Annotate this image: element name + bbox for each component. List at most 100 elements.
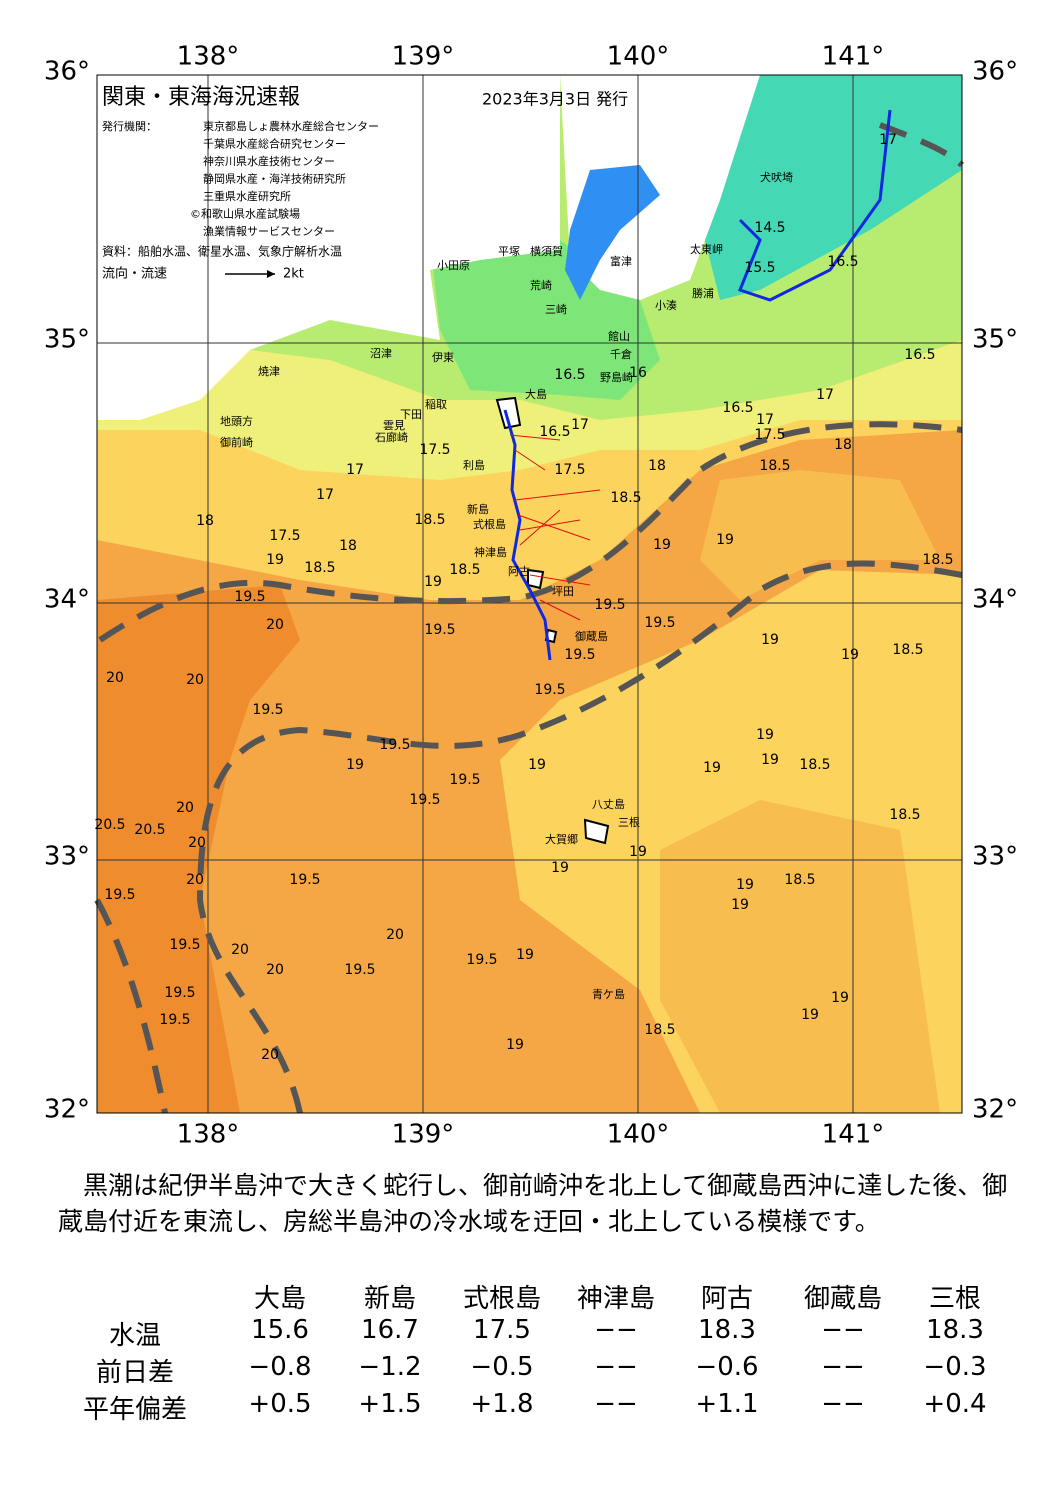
contour-label: 19.5 [594,597,625,613]
issuer: 東京都島しょ農林水産総合センター [203,119,379,133]
zone-20 [97,585,300,1113]
table-cell: 15.6 [251,1315,309,1345]
graticule [97,75,962,1113]
contour-label: 20 [188,835,206,851]
contour-label: 19.5 [164,985,195,1001]
contour-label: 17 [879,132,897,148]
source: 資料：船舶水温、衛星水温、気象庁解析水温 [102,244,342,259]
place-name: 伊東 [432,351,454,364]
table-cell: −− [821,1389,865,1419]
contour-label: 18 [339,538,357,554]
place-name: 野島崎 [600,370,633,384]
contour-label: 17.5 [419,442,450,458]
kuroshio-axis [94,122,964,1114]
table-cell: −− [594,1352,638,1382]
contour-label: 18.5 [414,512,445,528]
contour-label: 19 [424,574,442,590]
place-name: 稲取 [425,398,447,411]
contour-label: 16.5 [554,367,585,383]
contour-label: 18.5 [304,560,335,576]
contour-label: 18 [196,513,214,529]
lat-label: 36° [972,57,1018,87]
table-cell: −− [594,1315,638,1345]
contour-label: 16.5 [539,424,570,440]
place-name: 大島 [525,387,547,401]
row-label: 前日差 [95,1358,174,1388]
place-name: 太東岬 [690,243,723,256]
tokyo-bay [565,165,660,300]
table-cell: −0.6 [695,1352,759,1382]
contour-label: 18 [648,458,666,474]
summary: 黒潮は紀伊半島沖で大きく蛇行し、御前崎沖を北上して御蔵島西沖に達した後、御蔵島付… [58,1171,1008,1236]
place-name: 千倉 [610,347,632,361]
contour-label: 19 [831,990,849,1006]
table-header: 阿古 [700,1284,753,1314]
issuer: ©和歌山県水産試験場 [190,207,300,221]
lon-label: 138° [177,1120,240,1150]
contour-label: 20 [186,872,204,888]
contour-label: 19.5 [234,589,265,605]
table-cell: 17.5 [473,1315,531,1345]
contour-label: 19 [516,947,534,963]
contour-label: 20 [186,672,204,688]
contour-label: 17 [316,487,334,503]
contour-label: 15.5 [744,260,775,276]
issuers-label: 発行機関： [102,119,157,133]
place-name: 館山 [608,329,630,343]
lat-label: 32° [972,1095,1018,1125]
contour-label: 19 [761,632,779,648]
contour-label: 19.5 [344,962,375,978]
contour-label: 17 [816,387,834,403]
place-name: 石廊崎 [375,430,408,444]
place-name: 沼津 [370,346,392,360]
contour-label: 19 [528,757,546,773]
contour-label: 19 [629,844,647,860]
contour-label: 19.5 [409,792,440,808]
lat-label: 33° [972,842,1018,872]
table-cell: −0.3 [923,1352,987,1382]
contour-label: 19 [703,760,721,776]
place-name: 神津島 [474,545,507,559]
contour-label: 16.5 [904,347,935,363]
contour-label: 19 [736,877,754,893]
place-name: 下田 [400,408,422,421]
table-cell: −− [821,1315,865,1345]
contour-label: 16.5 [722,400,753,416]
lat-label: 36° [44,57,90,87]
lon-label: 140° [607,42,670,72]
contour-label: 19.5 [424,622,455,638]
issuer: 千葉県水産総合研究センター [203,137,346,151]
contour-label: 19.5 [449,772,480,788]
contour-label: 20.5 [94,817,125,833]
place-name: 御蔵島 [575,629,608,643]
contour-label: 19 [506,1037,524,1053]
place-name: 横須賀 [530,244,563,258]
map-title: 関東・東海海況速報 [102,85,300,110]
place-name: 青ケ島 [592,987,625,1001]
place-name: 荒崎 [530,278,552,292]
place-name: 御前崎 [220,435,253,449]
place-name: 三崎 [545,302,567,316]
place-name: 八丈島 [592,797,625,811]
lat-label: 35° [44,325,90,355]
place-name: 利島 [463,458,485,472]
contour-label: 19 [653,537,671,553]
lat-label: 35° [972,325,1018,355]
contour-label: 19.5 [644,615,675,631]
row-label: 水温 [108,1321,161,1351]
table-cell: +1.8 [470,1389,534,1419]
contour-label: 19 [731,897,749,913]
contour-label: 19 [716,532,734,548]
place-name: 坪田 [552,585,574,598]
contour-label: 20 [386,927,404,943]
table-header: 式根島 [462,1284,541,1314]
current-vectors [509,434,601,621]
issuer: 漁業情報サービスセンター [203,224,335,238]
contour-label: 17.5 [269,528,300,544]
map: 関東・東海海況速報 2023年3月3日 発行 発行機関： 資料：船舶水温、衛星水… [44,42,1018,1150]
place-name: 新島 [467,502,489,516]
table-cell: −1.2 [358,1352,422,1382]
contour-label: 19.5 [159,1012,190,1028]
place-name: 勝浦 [692,286,714,300]
